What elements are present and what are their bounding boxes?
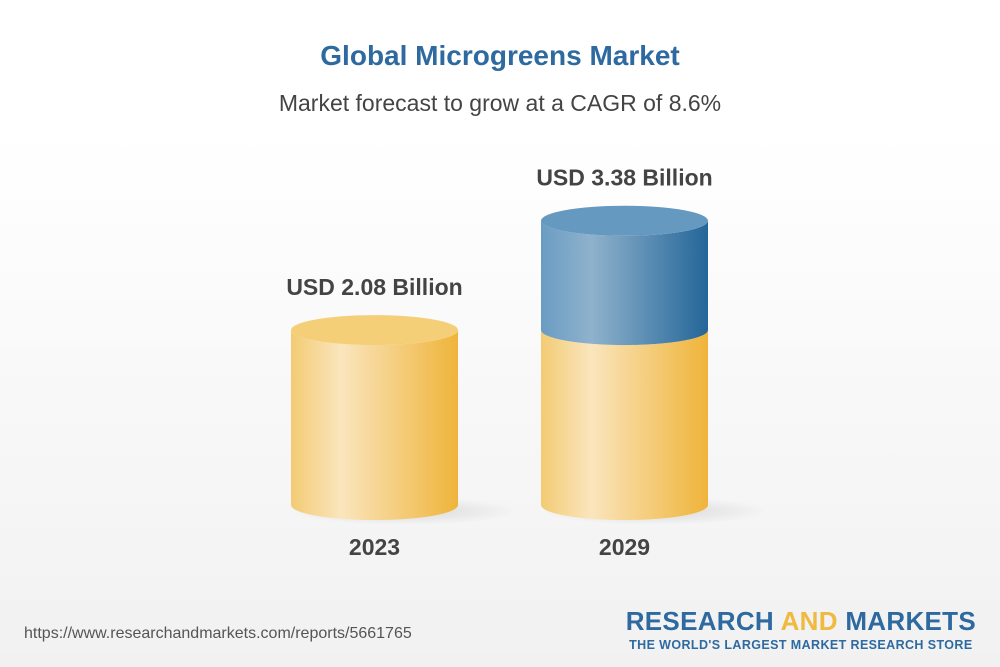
- bar-base-2023: [291, 330, 459, 520]
- chart-subtitle: Market forecast to grow at a CAGR of 8.6…: [278, 90, 722, 116]
- bar-top-2023: [291, 315, 458, 346]
- logo-text: RESEARCH: [625, 606, 781, 636]
- data-label: USD 2.08 Billion: [286, 274, 462, 300]
- bar-top-2029: [541, 205, 708, 236]
- research-and-markets-logo: RESEARCH AND MARKETS THE WORLD'S LARGEST…: [626, 606, 976, 652]
- logo-text-markets: MARKETS: [837, 606, 976, 636]
- chart-title: Global Microgreens Market: [320, 40, 680, 71]
- bar-base-2029: [541, 330, 708, 520]
- source-url[interactable]: https://www.researchandmarkets.com/repor…: [24, 625, 412, 642]
- bar-growth-2029: [541, 220, 708, 346]
- category-label: 2023: [349, 534, 400, 560]
- category-label: 2029: [599, 534, 650, 560]
- logo-tagline: THE WORLD'S LARGEST MARKET RESEARCH STOR…: [629, 638, 973, 652]
- data-label: USD 3.38 Billion: [536, 165, 712, 191]
- logo-text-and: AND: [780, 606, 838, 636]
